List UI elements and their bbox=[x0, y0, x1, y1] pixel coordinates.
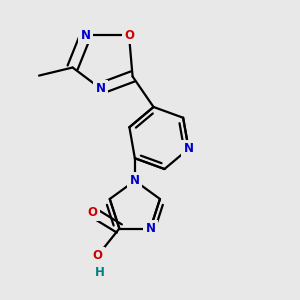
Text: O: O bbox=[124, 29, 134, 42]
Text: N: N bbox=[130, 174, 140, 187]
Text: O: O bbox=[93, 249, 103, 262]
Text: N: N bbox=[80, 29, 91, 42]
Text: H: H bbox=[95, 266, 105, 279]
Text: N: N bbox=[146, 222, 155, 235]
Text: N: N bbox=[184, 142, 194, 155]
Text: O: O bbox=[87, 206, 98, 218]
Text: N: N bbox=[95, 82, 106, 95]
